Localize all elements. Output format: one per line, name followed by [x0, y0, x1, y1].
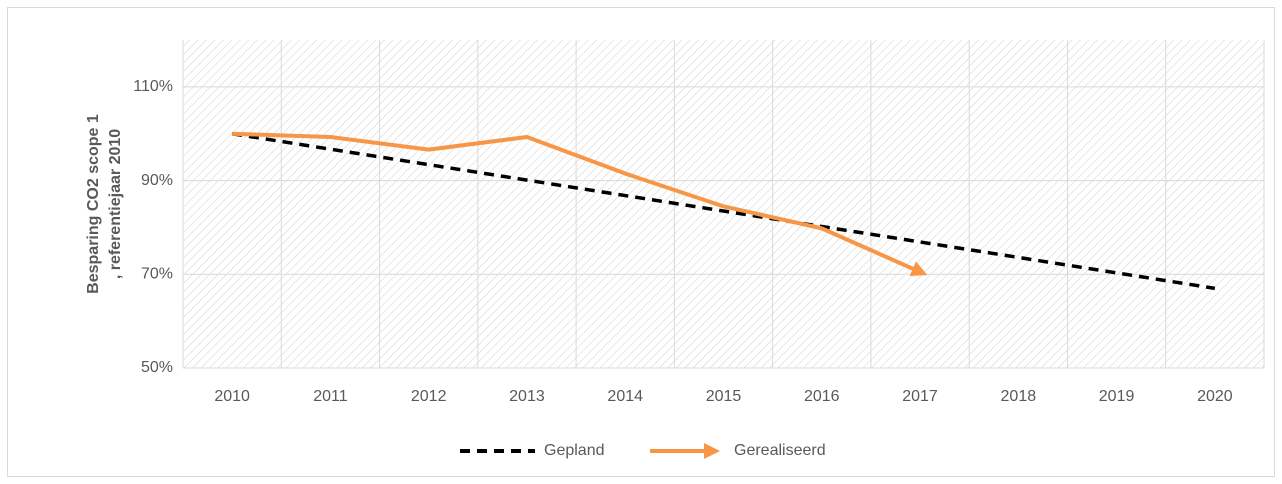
x-tick-label: 2020 — [1197, 388, 1233, 405]
plot-area — [183, 40, 1264, 368]
legend-label: Gerealiseerd — [734, 442, 826, 459]
series-line — [232, 131, 928, 277]
y-tick-label: 70% — [141, 266, 173, 283]
series-line — [231, 131, 1216, 291]
y-tick-label: 110% — [133, 78, 173, 95]
x-tick-label: 2011 — [313, 388, 348, 405]
y-tick-label: 50% — [141, 359, 173, 376]
x-tick-label: 2010 — [214, 388, 250, 405]
x-tick-label: 2014 — [607, 388, 643, 405]
x-tick-label: 2012 — [411, 388, 447, 405]
y-tick-label: 90% — [141, 172, 173, 189]
y-axis-label-line: , referentiejaar 2010 — [107, 129, 124, 279]
x-tick-label: 2017 — [902, 388, 938, 405]
x-tick-label: 2016 — [804, 388, 840, 405]
x-tick-label: 2019 — [1099, 388, 1135, 405]
x-tick-label: 2013 — [509, 388, 545, 405]
x-tick-label: 2015 — [706, 388, 742, 405]
y-axis-label-line: Besparing CO2 scope 1 — [85, 114, 102, 294]
y-axis-label: Besparing CO2 scope 1 , referentiejaar 20… — [85, 114, 124, 294]
x-tick-label: 2018 — [1001, 388, 1037, 405]
legend-label: Gepland — [544, 442, 605, 459]
